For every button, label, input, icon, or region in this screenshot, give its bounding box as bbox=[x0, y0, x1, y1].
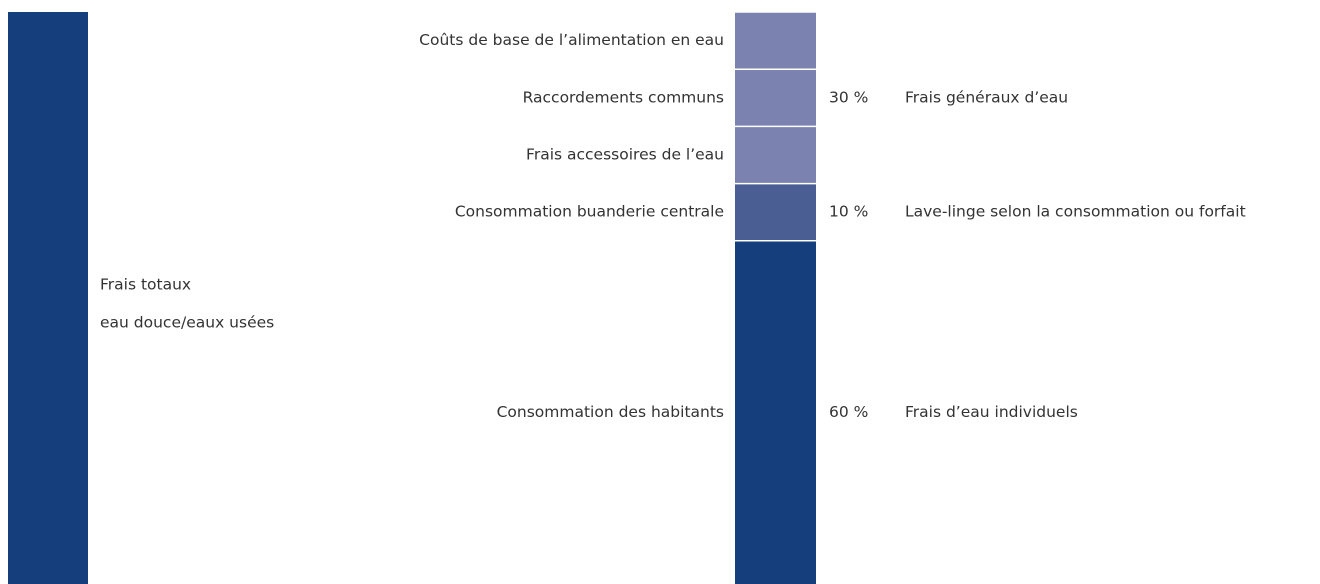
item-label: Consommation buanderie centrale bbox=[455, 203, 724, 221]
total-label: eau douce/eaux usées bbox=[100, 314, 274, 332]
total-label: Frais totaux bbox=[100, 276, 191, 294]
segment bbox=[735, 240, 816, 584]
group-label: Frais généraux d’eau bbox=[905, 88, 1068, 106]
percent-label: 60 % bbox=[829, 403, 868, 421]
segment bbox=[735, 183, 816, 241]
segment bbox=[735, 69, 816, 127]
item-label: Frais accessoires de l’eau bbox=[526, 146, 724, 164]
segment bbox=[735, 12, 816, 70]
segment bbox=[735, 126, 816, 184]
percent-label: 10 % bbox=[829, 203, 868, 221]
group-label: Frais d’eau individuels bbox=[905, 403, 1078, 421]
item-label: Consommation des habitants bbox=[497, 403, 724, 421]
group-label: Lave-linge selon la consommation ou forf… bbox=[905, 203, 1246, 221]
item-label: Raccordements communs bbox=[523, 88, 724, 106]
percent-label: 30 % bbox=[829, 88, 868, 106]
item-label: Coûts de base de l’alimentation en eau bbox=[419, 31, 724, 49]
total-bar bbox=[8, 12, 88, 584]
